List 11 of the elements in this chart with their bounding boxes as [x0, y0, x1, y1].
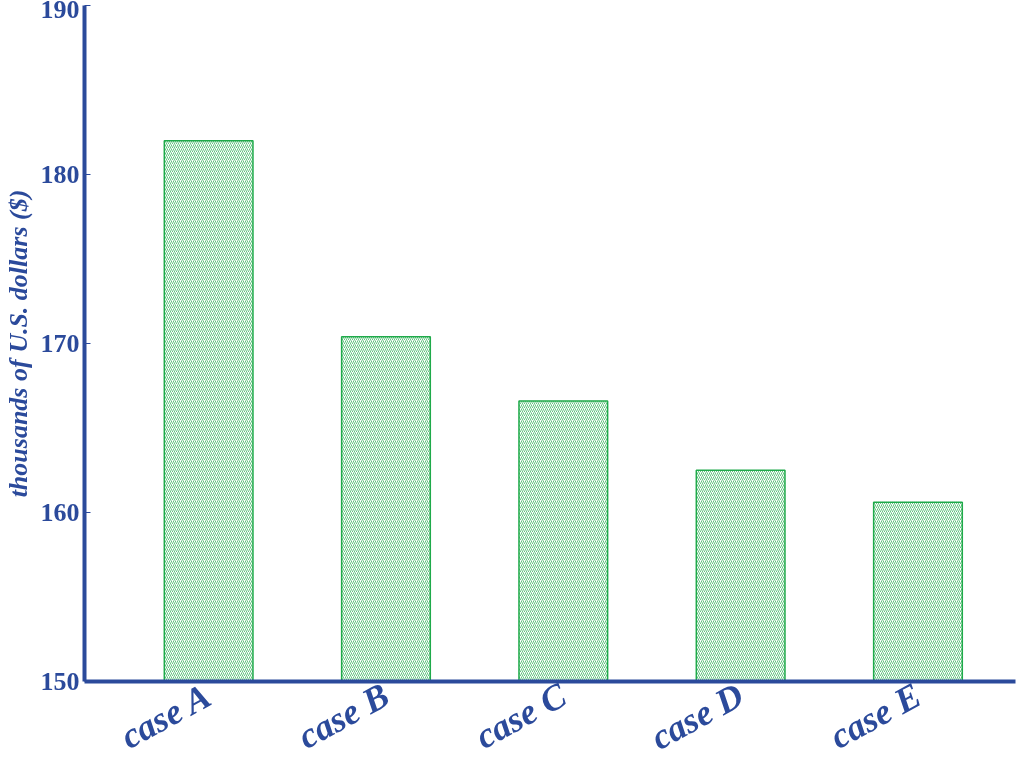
- y-tick-label: 150: [40, 667, 80, 696]
- y-tick-label: 170: [40, 329, 80, 358]
- x-tick-label: case E: [823, 674, 928, 757]
- y-axis-title: thousands of U.S. dollars ($): [3, 189, 33, 498]
- x-tick-label: case C: [468, 674, 574, 757]
- x-tick-label: case B: [291, 674, 396, 757]
- y-tick-label: 190: [40, 0, 80, 24]
- x-tick-label: case D: [644, 674, 751, 758]
- y-tick-label: 160: [40, 498, 80, 527]
- y-tick-label: 180: [40, 160, 80, 189]
- x-tick-label: case A: [113, 675, 218, 757]
